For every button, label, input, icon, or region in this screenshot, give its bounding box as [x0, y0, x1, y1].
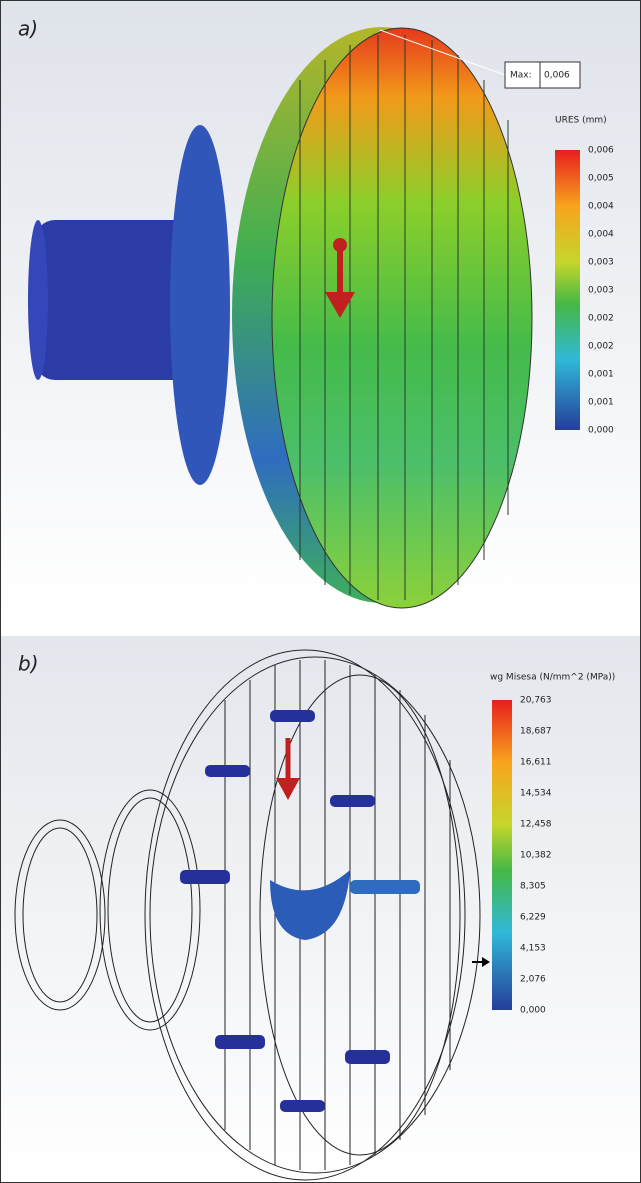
legend-label: 0,002 — [588, 342, 614, 352]
panel-label: b) — [18, 652, 39, 676]
max-value: 0,006 — [544, 71, 570, 81]
legend-label: 0,001 — [588, 398, 614, 408]
legend-title: URES (mm) — [555, 116, 607, 126]
legend-title: wg Misesa (N/mm^2 (MPa)) — [490, 673, 615, 683]
legend-label: 14,534 — [520, 789, 552, 799]
legend-label: 0,000 — [520, 1006, 546, 1016]
legend-label: 0,002 — [588, 314, 614, 324]
load-arrow — [333, 238, 347, 252]
legend-label: 12,458 — [520, 820, 552, 830]
legend-label: 10,382 — [520, 851, 552, 861]
legend-label: 20,763 — [520, 696, 552, 706]
disk-face — [272, 28, 532, 608]
legend-label: 0,000 — [588, 426, 614, 436]
legend-label: 0,001 — [588, 370, 614, 380]
color-bar — [492, 700, 512, 1010]
legend-label: 0,004 — [588, 230, 614, 240]
max-label: Max: — [510, 71, 532, 81]
legend-label: 0,003 — [588, 258, 614, 268]
legend-label: 0,004 — [588, 202, 614, 212]
legend-label: 6,229 — [520, 913, 546, 923]
cylinder-end — [28, 220, 48, 380]
figure: a) Max: 0,006 URES (mm) 0,006 0,005 0,004 0… — [0, 0, 641, 1183]
legend-label: 8,305 — [520, 882, 546, 892]
legend-label: 2,076 — [520, 975, 546, 985]
color-bar — [555, 150, 580, 430]
disk-back — [170, 125, 230, 485]
legend-label: 16,611 — [520, 758, 552, 768]
legend-label: 4,153 — [520, 944, 546, 954]
legend-label: 0,005 — [588, 174, 614, 184]
legend-label: 18,687 — [520, 727, 552, 737]
legend-label: 0,003 — [588, 286, 614, 296]
legend-label: 0,006 — [588, 146, 614, 156]
panel-label: a) — [18, 17, 38, 41]
page: a) Max: 0,006 URES (mm) 0,006 0,005 0,004 0… — [0, 0, 641, 1183]
